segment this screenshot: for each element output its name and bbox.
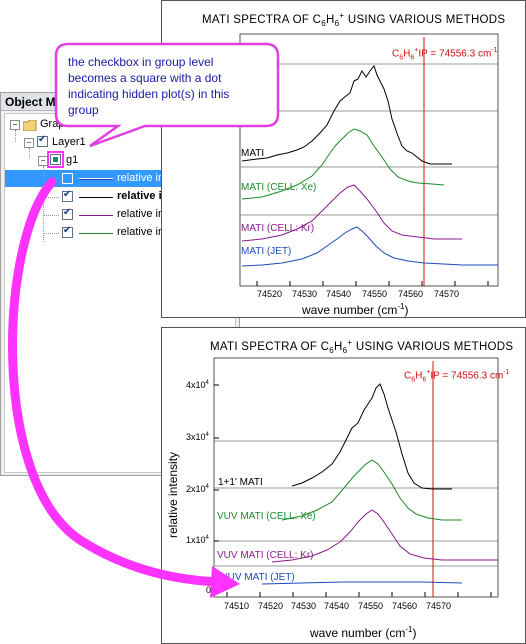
y-axis-label: relative intensity (166, 451, 180, 538)
tree-connector (43, 166, 44, 242)
x-axis-label: wave number (cm-1) (302, 302, 409, 317)
x-tick-label: 74550 (362, 289, 388, 299)
x-tick-label: 74530 (292, 289, 318, 299)
x-tick-label: 74530 (291, 601, 317, 611)
graph-title: MATI SPECTRA OF C6H6+ USING VARIOUS METH… (210, 338, 514, 356)
callout-line: indicating hidden plot(s) in this (68, 87, 230, 101)
tree-connector (43, 233, 59, 234)
x-tick-label: 74570 (426, 601, 452, 611)
group-checkbox-highlight (47, 151, 64, 168)
callout-line: group (68, 103, 99, 117)
layer-checkbox[interactable] (37, 134, 48, 147)
graph-bottom-plot (213, 357, 499, 598)
x-tick-label: 74570 (434, 289, 460, 299)
graph-top-plot (239, 33, 499, 287)
group-node-label[interactable]: g1 (66, 154, 79, 166)
y-tick-label: 4x104 (186, 380, 209, 390)
x-tick-label: 74550 (358, 601, 384, 611)
series-label-4: MATI (JET) (241, 246, 292, 257)
tree-connector (43, 215, 59, 216)
graph-expander[interactable]: − (10, 120, 20, 130)
folder-icon (22, 118, 37, 132)
plot-line-swatch-2 (79, 197, 113, 198)
series-label-3: VUV MATI (CELL: Kr) (217, 550, 314, 561)
series-label-2: VUV MATI (CELL: Xe) (217, 511, 316, 522)
x-axis-label: wave number (cm-1) (310, 625, 417, 640)
graph-window-top[interactable]: MATI SPECTRA OF C6H6+ USING VARIOUS METH… (161, 0, 526, 318)
x-tick-label: 74540 (326, 289, 352, 299)
callout-line: becomes a square with a dot (68, 71, 222, 85)
plot-checkbox-1[interactable] (62, 173, 73, 184)
ip-annotation: C6H6+IP = 74556.3 cm-1 (404, 369, 510, 384)
series-label-2: MATI (CELL: Xe) (241, 182, 317, 193)
series-label-1: 1+1' MATI (218, 477, 263, 488)
callout-line: the checkbox in group level (68, 55, 214, 69)
plot-line-swatch-4 (79, 233, 113, 234)
tree-connector (43, 197, 59, 198)
layer-expander[interactable]: − (24, 138, 34, 148)
plot-line-swatch-3 (79, 215, 113, 216)
tree-connector (15, 130, 16, 142)
plot-line-swatch-1 (79, 178, 113, 180)
x-tick-label: 74520 (258, 601, 284, 611)
plot-checkbox-4[interactable] (62, 225, 73, 238)
y-tick-label: 1x104 (186, 535, 209, 545)
series-label-4: VUV MATI (JET) (221, 572, 295, 583)
x-tick-label: 74560 (398, 289, 424, 299)
series-label-3: MATI (CELL: Kr) (241, 223, 315, 234)
plot-checkbox-3[interactable] (62, 207, 73, 220)
ip-annotation: C6H6+IP = 74556.3 cm-1 (392, 47, 498, 62)
x-tick-label: 74560 (392, 601, 418, 611)
layer-node-label[interactable]: Layer1 (52, 136, 86, 148)
series-label-1: MATI (241, 148, 265, 159)
plot-checkbox-2[interactable] (62, 189, 73, 202)
x-tick-label: 74520 (257, 289, 283, 299)
tree-connector (29, 148, 30, 158)
x-tick-label: 74540 (324, 601, 350, 611)
y-tick-label: 2x104 (186, 484, 209, 494)
callout-note: the checkbox in group level becomes a sq… (68, 54, 273, 118)
graph-window-bottom[interactable]: MATI SPECTRA OF C6H6+ USING VARIOUS METH… (161, 327, 526, 644)
x-tick-label: 74510 (224, 601, 250, 611)
y-tick-label: 3x104 (186, 432, 209, 442)
graph-node-label[interactable]: Grap (40, 118, 65, 130)
y-tick-label: 0 (206, 585, 212, 595)
group-checkbox[interactable] (50, 154, 61, 165)
graph-title: MATI SPECTRA OF C6H6+ USING VARIOUS METH… (202, 11, 506, 29)
